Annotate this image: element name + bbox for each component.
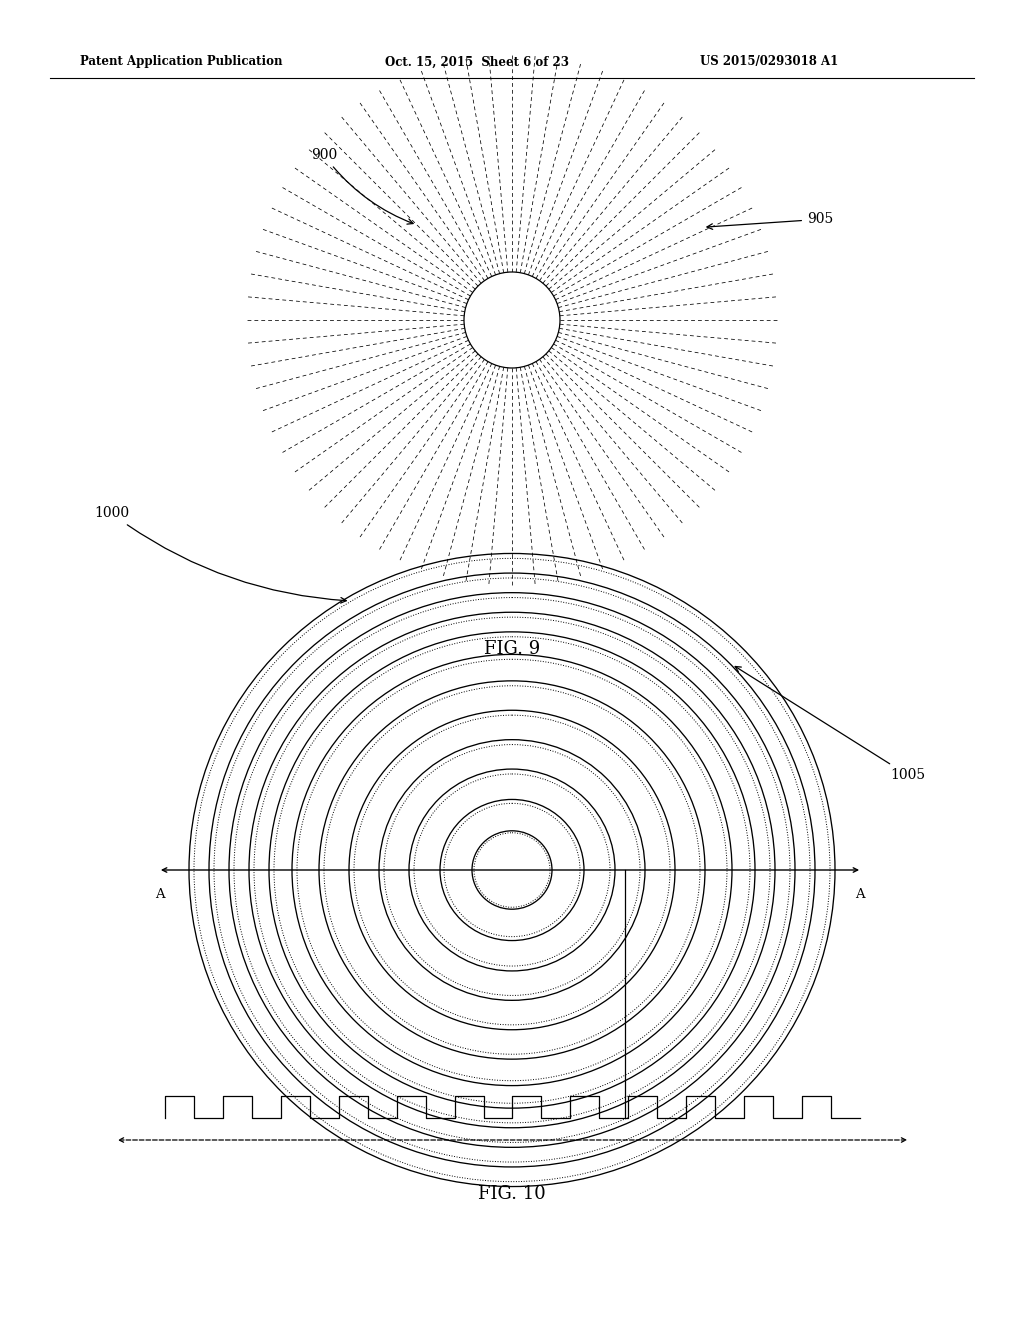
Text: A: A <box>855 888 865 902</box>
Text: 900: 900 <box>310 148 413 224</box>
Text: FIG. 9: FIG. 9 <box>484 640 540 657</box>
Text: FIG. 10: FIG. 10 <box>478 1185 546 1203</box>
Text: Patent Application Publication: Patent Application Publication <box>80 55 283 69</box>
Text: 1000: 1000 <box>94 507 346 603</box>
Text: 1005: 1005 <box>735 667 925 781</box>
Text: 905: 905 <box>707 213 834 230</box>
Circle shape <box>464 272 560 368</box>
Text: US 2015/0293018 A1: US 2015/0293018 A1 <box>700 55 839 69</box>
Text: Oct. 15, 2015  Sheet 6 of 23: Oct. 15, 2015 Sheet 6 of 23 <box>385 55 569 69</box>
Text: A: A <box>156 888 165 902</box>
